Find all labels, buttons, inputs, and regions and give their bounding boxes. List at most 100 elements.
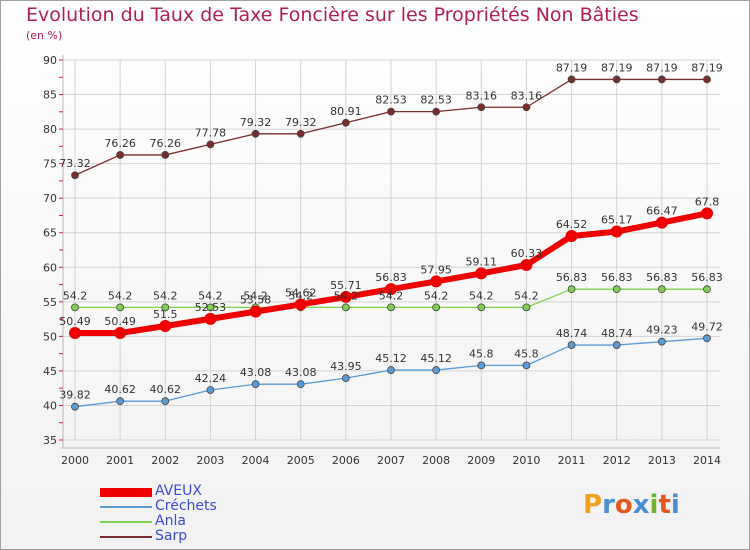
data-point-sarp [116, 151, 125, 159]
data-label-anla: 54.2 [243, 289, 268, 302]
data-point-crchets [567, 341, 576, 349]
data-label-sarp: 79.32 [240, 116, 272, 129]
data-label-crchets: 49.72 [691, 320, 723, 333]
data-label-sarp: 80.91 [330, 105, 362, 118]
data-label-crchets: 45.12 [375, 352, 407, 365]
x-tick-label: 2001 [106, 454, 134, 467]
data-label-sarp: 76.26 [104, 137, 136, 150]
data-label-crchets: 49.23 [646, 324, 678, 337]
legend-swatch-sarp [100, 536, 152, 538]
data-label-crchets: 45.8 [469, 347, 494, 360]
data-point-crchets [432, 366, 441, 374]
data-label-aveux: 67.8 [695, 195, 720, 208]
data-label-anla: 54.2 [469, 289, 494, 302]
data-point-crchets [477, 361, 486, 370]
data-point-sarp [567, 75, 576, 84]
data-label-sarp: 87.19 [601, 61, 633, 74]
data-point-sarp [432, 107, 441, 116]
x-tick-label: 2009 [467, 454, 495, 467]
y-tick-label: 85 [43, 89, 57, 102]
legend-label-sarp: Sarp [155, 528, 188, 544]
legend-label-crechets: Créchets [155, 498, 217, 514]
data-point-sarp [161, 151, 170, 159]
data-label-aveux: 59.11 [466, 255, 498, 268]
data-point-anla [703, 285, 711, 294]
data-point-sarp [477, 103, 486, 112]
data-point-aveux [159, 320, 172, 332]
chart-title: Evolution du Taux de Taxe Foncière sur l… [26, 4, 639, 26]
x-tick-label: 2011 [558, 454, 586, 467]
data-label-aveux: 65.17 [601, 214, 633, 227]
data-point-aveux [339, 290, 352, 303]
brand-logo: Proxiti [583, 490, 680, 520]
chart-unit-label: (en %) [26, 29, 63, 42]
data-label-aveux: 54.62 [285, 286, 317, 299]
data-point-anla [657, 285, 666, 294]
data-point-crchets [522, 361, 531, 370]
data-point-crchets [612, 341, 621, 349]
y-tick-label: 70 [43, 192, 57, 205]
data-point-aveux [385, 283, 397, 296]
data-label-sarp: 76.26 [150, 137, 182, 150]
data-label-aveux: 66.47 [646, 205, 678, 218]
data-point-aveux [701, 207, 713, 220]
data-point-sarp [71, 171, 79, 180]
y-tick-label: 75 [43, 158, 57, 171]
data-label-anla: 54.2 [63, 289, 88, 302]
data-point-anla [161, 303, 170, 312]
y-tick-label: 60 [43, 261, 57, 274]
axes: 35 40 45 50 55 60 65 70 75 80 85 90 2000 2001 2002 2003… [43, 54, 721, 467]
x-tick-label: 2008 [422, 454, 450, 467]
data-point-aveux [69, 326, 81, 339]
data-point-crchets [341, 374, 350, 383]
data-label-anla: 54.2 [288, 289, 313, 302]
y-tick-label: 90 [43, 54, 57, 67]
data-label-crchets: 45.8 [514, 347, 539, 360]
data-label-anla: 56.83 [556, 271, 588, 284]
legend-swatch-anla [100, 521, 152, 523]
data-point-crchets [657, 337, 666, 346]
data-label-sarp: 82.53 [420, 94, 452, 107]
legend-label-anla: Anla [155, 513, 186, 529]
data-point-sarp [206, 140, 215, 149]
data-label-sarp: 87.19 [556, 61, 588, 74]
data-label-aveux: 60.33 [511, 247, 543, 260]
data-label-crchets: 40.62 [150, 383, 182, 396]
data-point-sarp [251, 129, 260, 138]
data-label-anla: 56.83 [601, 271, 633, 284]
data-label-aveux: 52.53 [195, 301, 227, 314]
data-point-sarp [657, 75, 666, 84]
series [69, 75, 713, 411]
x-tick-label: 2014 [693, 454, 721, 467]
data-point-anla [522, 303, 531, 312]
data-point-sarp [296, 129, 305, 138]
data-point-anla [341, 303, 350, 312]
data-point-aveux [430, 275, 443, 288]
data-label-aveux: 55.71 [330, 279, 362, 292]
legend-swatch-aveux [100, 488, 152, 497]
data-label-aveux: 57.95 [420, 263, 452, 276]
data-point-anla [116, 303, 125, 312]
data-point-crchets [251, 380, 260, 389]
data-point-crchets [296, 380, 305, 389]
y-tick-label: 80 [43, 123, 57, 136]
y-tick-label: 55 [43, 296, 57, 309]
y-tick-label: 50 [43, 330, 57, 343]
data-point-anla [71, 303, 79, 312]
data-point-anla [432, 303, 441, 312]
data-point-aveux [610, 225, 623, 238]
data-point-anla [612, 285, 621, 294]
x-tick-label: 2003 [196, 454, 224, 467]
data-label-sarp: 73.32 [59, 157, 91, 170]
data-labels: 73.32 76.26 76.26 77.78 79.32 79.32 80.91 82.53… [59, 61, 723, 401]
data-label-crchets: 43.08 [240, 366, 272, 379]
data-label-aveux: 50.49 [104, 315, 136, 328]
x-tick-label: 2012 [603, 454, 631, 467]
data-label-anla: 54.2 [424, 289, 449, 302]
data-label-crchets: 42.24 [195, 372, 227, 385]
x-tick-label: 2000 [61, 454, 89, 467]
data-label-anla: 54.2 [108, 289, 133, 302]
data-point-sarp [703, 75, 711, 84]
data-label-anla: 54.2 [153, 289, 178, 302]
